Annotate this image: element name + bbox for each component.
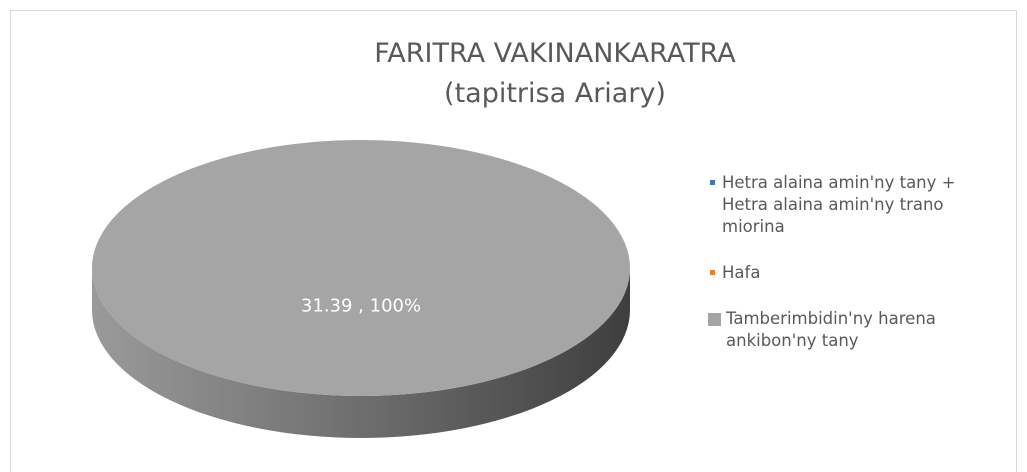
chart-subtitle: (tapitrisa Ariary) bbox=[444, 78, 666, 109]
legend-swatch bbox=[708, 313, 721, 326]
pie-side bbox=[92, 268, 630, 438]
legend-item: Tamberimbidin'ny harena ankibon'ny tany bbox=[708, 308, 1000, 352]
legend-swatch bbox=[710, 180, 715, 185]
legend-label: Hetra alaina amin'ny tany + Hetra alaina… bbox=[722, 173, 956, 236]
legend: Hetra alaina amin'ny tany + Hetra alaina… bbox=[708, 172, 1000, 376]
legend-label: Hafa bbox=[722, 263, 761, 282]
legend-item: Hafa bbox=[710, 262, 1000, 284]
pie-slice bbox=[92, 140, 630, 396]
legend-item: Hetra alaina amin'ny tany + Hetra alaina… bbox=[710, 172, 1000, 238]
legend-swatch bbox=[710, 270, 715, 275]
chart-title: FARITRA VAKINANKARATRA bbox=[374, 38, 736, 69]
legend-label: Tamberimbidin'ny harena ankibon'ny tany bbox=[726, 309, 936, 350]
data-label: 31.39 , 100% bbox=[301, 295, 421, 316]
